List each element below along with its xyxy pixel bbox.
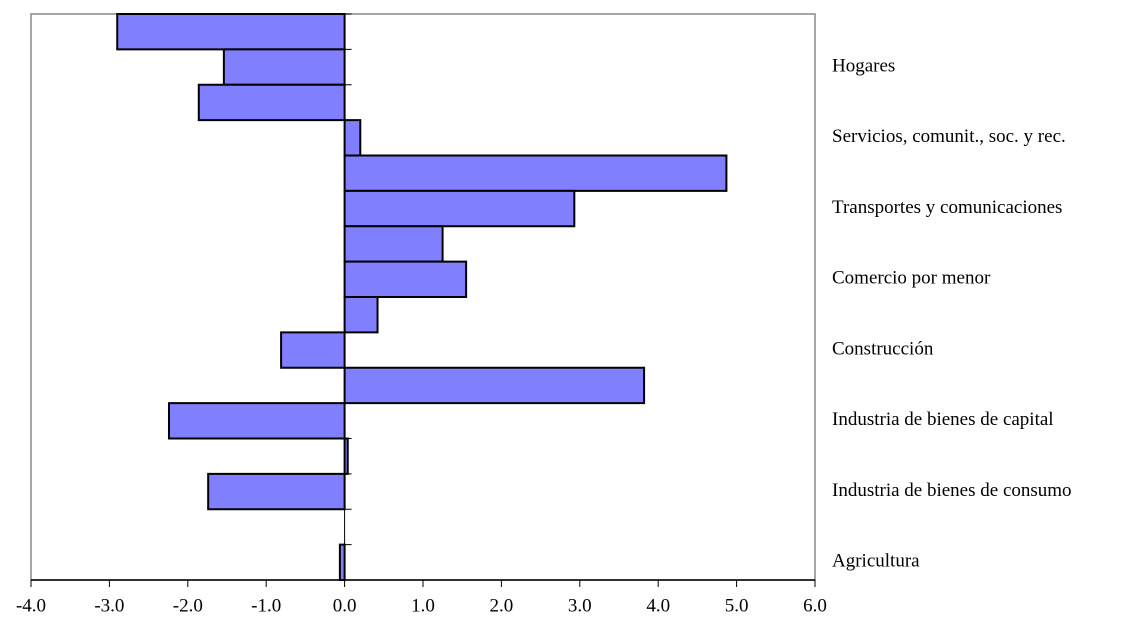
- x-tick-label: 5.0: [725, 595, 749, 616]
- bar: [343, 260, 468, 298]
- x-tick-label: -2.0: [173, 595, 203, 616]
- x-tick-label: -1.0: [251, 595, 281, 616]
- category-label: Industria de bienes de capital: [832, 409, 1054, 430]
- category-label: Industria de bienes de consumo: [832, 480, 1072, 501]
- bar: [280, 331, 346, 369]
- category-label: Hogares: [832, 55, 895, 76]
- bar: [197, 83, 346, 122]
- bar: [343, 225, 444, 263]
- x-tick-label: 0.0: [333, 595, 357, 616]
- x-tick-label: 4.0: [646, 595, 670, 616]
- category-label: Construcción: [832, 338, 934, 359]
- x-tick-label: 6.0: [803, 595, 827, 616]
- bar: [343, 119, 362, 157]
- bar: [343, 154, 728, 192]
- bar: [167, 402, 346, 440]
- bar: [338, 543, 346, 581]
- bar: [222, 48, 346, 86]
- category-label: Servicios, comunit., soc. y rec.: [832, 126, 1066, 147]
- x-tick-label: -3.0: [94, 595, 124, 616]
- x-tick-label: -4.0: [16, 595, 46, 616]
- category-label: Comercio por menor: [832, 268, 991, 289]
- x-tick-label: 3.0: [568, 595, 592, 616]
- x-tick-label: 2.0: [490, 595, 514, 616]
- bar: [116, 13, 346, 51]
- category-label: Agricultura: [832, 551, 920, 572]
- category-label: Transportes y comunicaciones: [832, 197, 1062, 218]
- x-tick-label: 1.0: [411, 595, 435, 616]
- bar: [343, 366, 646, 405]
- bar: [343, 296, 379, 334]
- bar: [343, 189, 576, 228]
- bar: [207, 472, 346, 511]
